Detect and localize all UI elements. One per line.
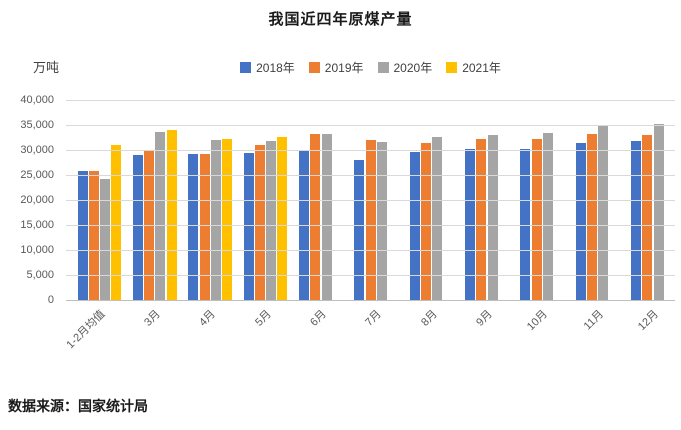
bar-2018年-9月 [465,148,476,300]
bar-2021年-3月 [166,130,177,300]
bar-2020年-3月 [155,131,166,300]
y-axis-tick-label: 10,000 [20,244,54,256]
y-axis-tick-label: 25,000 [20,169,54,181]
bar-2020年-1-2月均值 [100,178,111,300]
y-axis-tick-label: 15,000 [20,219,54,231]
bar-2020年-6月 [321,133,332,300]
bar-2020年-8月 [432,137,443,300]
bar-2018年-12月 [631,140,642,300]
x-axis-tick-label: 12月 [635,308,661,334]
legend-swatch-icon [377,62,389,73]
gridline [66,150,675,151]
legend-label: 2019年 [324,61,364,75]
gridline [66,225,675,226]
plot-area [66,100,675,301]
y-axis-tick-labels: 0 5,000 10,000 15,000 20,000 25,000 30,000 35,0… [0,94,60,306]
x-axis-tick-labels: 1-2月均值 3月 4月 5月 6月 7月 8月 9月 10月 11月 12月 [0,306,681,376]
gridline [66,200,675,201]
legend-label: 2020年 [393,61,433,75]
bar-2019年-7月 [365,139,376,300]
bar-2020年-9月 [487,135,498,300]
source-note: 数据来源：国家统计局 [8,398,148,414]
x-axis-tick-label: 3月 [142,308,163,329]
x-axis-tick-label: 1-2月均值 [64,308,108,352]
y-axis-tick-label: 40,000 [20,94,54,106]
legend: 2018年 2019年 2020年 2021年 [66,59,675,76]
x-axis-line [66,300,675,301]
bar-2018年-7月 [354,159,365,300]
legend-label: 2021年 [462,61,501,75]
legend-swatch-icon [240,62,252,73]
gridline [66,125,675,126]
bar-2018年-1-2月均值 [77,171,88,300]
bar-2020年-11月 [598,126,609,300]
x-axis-tick-label: 4月 [197,308,219,329]
bar-2019年-1-2月均值 [88,171,99,300]
bar-2018年-3月 [132,155,143,300]
y-axis-tick-label: 30,000 [20,144,54,156]
legend-swatch-icon [308,62,320,73]
gridline [66,275,675,276]
bar-2019年-4月 [199,153,210,300]
bar-2021年-1-2月均值 [111,145,122,300]
x-axis-tick-label: 8月 [418,308,440,329]
y-axis-unit-label: 万吨 [33,60,60,75]
bar-2021年-5月 [277,137,288,300]
x-axis-tick-label: 10月 [525,308,551,334]
bar-2020年-12月 [653,124,664,300]
bar-2020年-5月 [266,140,277,300]
y-axis-tick-label: 5,000 [26,269,54,281]
bar-2018年-5月 [243,152,254,300]
legend-item-2019年: 2019年 [308,59,364,76]
bar-2021年-4月 [222,139,233,300]
bar-2018年-4月 [188,153,199,300]
bar-2019年-9月 [476,139,487,300]
legend-swatch-icon [446,62,458,73]
x-axis-tick-label: 7月 [363,308,385,329]
bar-2018年-10月 [520,148,531,300]
legend-label: 2018年 [256,61,295,75]
y-axis-tick-label: 20,000 [20,194,54,206]
bar-2019年-6月 [310,133,321,300]
bar-2020年-7月 [376,141,387,300]
legend-item-2021年: 2021年 [446,59,501,76]
gridline [66,100,675,101]
bar-2019年-8月 [420,142,431,300]
bar-2019年-5月 [254,144,265,300]
y-axis-tick-label: 35,000 [20,119,54,131]
bar-2020年-4月 [210,139,221,300]
chart-title: 我国近四年原煤产量 [268,11,413,28]
bar-2020年-10月 [543,132,553,300]
x-axis-tick-label: 5月 [252,308,274,329]
legend-item-2020年: 2020年 [377,59,433,76]
gridline [66,250,675,251]
y-axis-tick-label: 0 [47,294,54,306]
bar-2019年-12月 [642,135,653,300]
bar-2019年-10月 [531,138,542,300]
legend-item-2018年: 2018年 [240,59,295,76]
bar-2018年-11月 [575,142,586,300]
gridline [66,175,675,176]
bar-2019年-11月 [587,134,598,300]
x-axis-tick-label: 9月 [474,308,495,329]
x-axis-tick-label: 6月 [308,308,329,329]
x-axis-tick-label: 11月 [581,308,606,333]
